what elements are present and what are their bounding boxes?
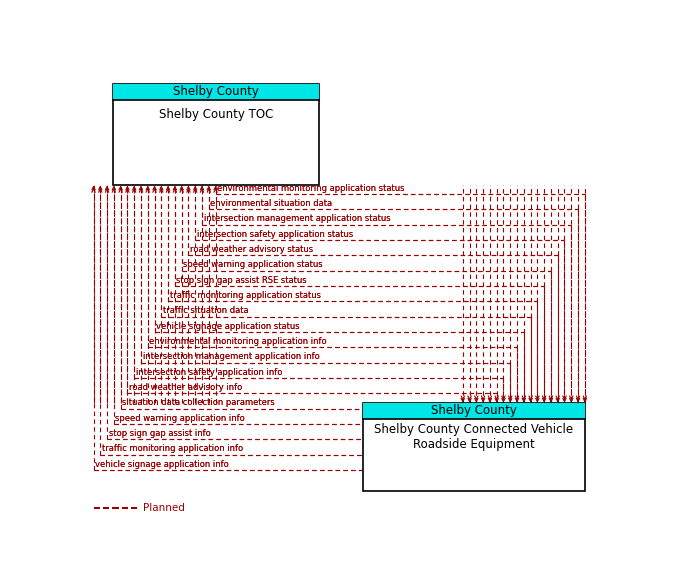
- Text: environmental monitoring application status: environmental monitoring application sta…: [217, 183, 404, 193]
- Text: Shelby County: Shelby County: [173, 85, 258, 98]
- Text: traffic monitoring application status: traffic monitoring application status: [170, 291, 320, 300]
- Text: stop sign gap assist info: stop sign gap assist info: [108, 429, 211, 438]
- Text: traffic situation data: traffic situation data: [163, 306, 248, 315]
- Bar: [113, 84, 319, 100]
- Text: road weather advisory info: road weather advisory info: [129, 383, 242, 392]
- Text: environmental situation data: environmental situation data: [211, 199, 332, 208]
- Bar: [363, 403, 585, 418]
- Text: situation data collection parameters: situation data collection parameters: [122, 398, 275, 407]
- Text: environmental monitoring application info: environmental monitoring application inf…: [149, 337, 327, 346]
- Text: stop sign gap assist info: stop sign gap assist info: [108, 429, 211, 438]
- Text: traffic situation data: traffic situation data: [163, 306, 248, 315]
- Text: environmental monitoring application info: environmental monitoring application inf…: [149, 337, 327, 346]
- Text: environmental monitoring application status: environmental monitoring application sta…: [217, 183, 404, 193]
- Text: situation data collection parameters: situation data collection parameters: [122, 398, 275, 407]
- Text: vehicle signage application status: vehicle signage application status: [156, 322, 299, 331]
- Bar: [363, 403, 585, 491]
- Text: traffic monitoring application info: traffic monitoring application info: [102, 444, 243, 454]
- Text: intersection management application status: intersection management application stat…: [203, 214, 390, 223]
- Text: intersection management application info: intersection management application info: [143, 352, 319, 362]
- Text: intersection safety application status: intersection safety application status: [197, 230, 353, 239]
- Text: stop sign gap assist RSE status: stop sign gap assist RSE status: [176, 275, 307, 285]
- Text: vehicle signage application status: vehicle signage application status: [156, 322, 299, 331]
- Text: intersection safety application info: intersection safety application info: [136, 367, 282, 377]
- Text: traffic monitoring application info: traffic monitoring application info: [102, 444, 243, 454]
- Text: road weather advisory status: road weather advisory status: [190, 245, 313, 254]
- Text: intersection management application info: intersection management application info: [143, 352, 319, 362]
- Text: environmental situation data: environmental situation data: [211, 199, 332, 208]
- Bar: [113, 84, 319, 185]
- Text: speed warning application status: speed warning application status: [183, 260, 323, 270]
- Text: vehicle signage application info: vehicle signage application info: [95, 460, 229, 469]
- Text: road weather advisory info: road weather advisory info: [129, 383, 242, 392]
- Text: vehicle signage application info: vehicle signage application info: [95, 460, 229, 469]
- Text: intersection safety application info: intersection safety application info: [136, 367, 282, 377]
- Text: Shelby County Connected Vehicle
Roadside Equipment: Shelby County Connected Vehicle Roadside…: [374, 423, 573, 451]
- Text: intersection management application status: intersection management application stat…: [203, 214, 390, 223]
- Text: stop sign gap assist RSE status: stop sign gap assist RSE status: [176, 275, 307, 285]
- Text: Shelby County: Shelby County: [431, 404, 517, 417]
- Text: Shelby County TOC: Shelby County TOC: [159, 108, 273, 121]
- Text: speed warning application info: speed warning application info: [116, 414, 245, 423]
- Text: speed warning application status: speed warning application status: [183, 260, 323, 270]
- Text: road weather advisory status: road weather advisory status: [190, 245, 313, 254]
- Text: traffic monitoring application status: traffic monitoring application status: [170, 291, 320, 300]
- Text: Planned: Planned: [143, 503, 185, 513]
- Text: speed warning application info: speed warning application info: [116, 414, 245, 423]
- Text: intersection safety application status: intersection safety application status: [197, 230, 353, 239]
